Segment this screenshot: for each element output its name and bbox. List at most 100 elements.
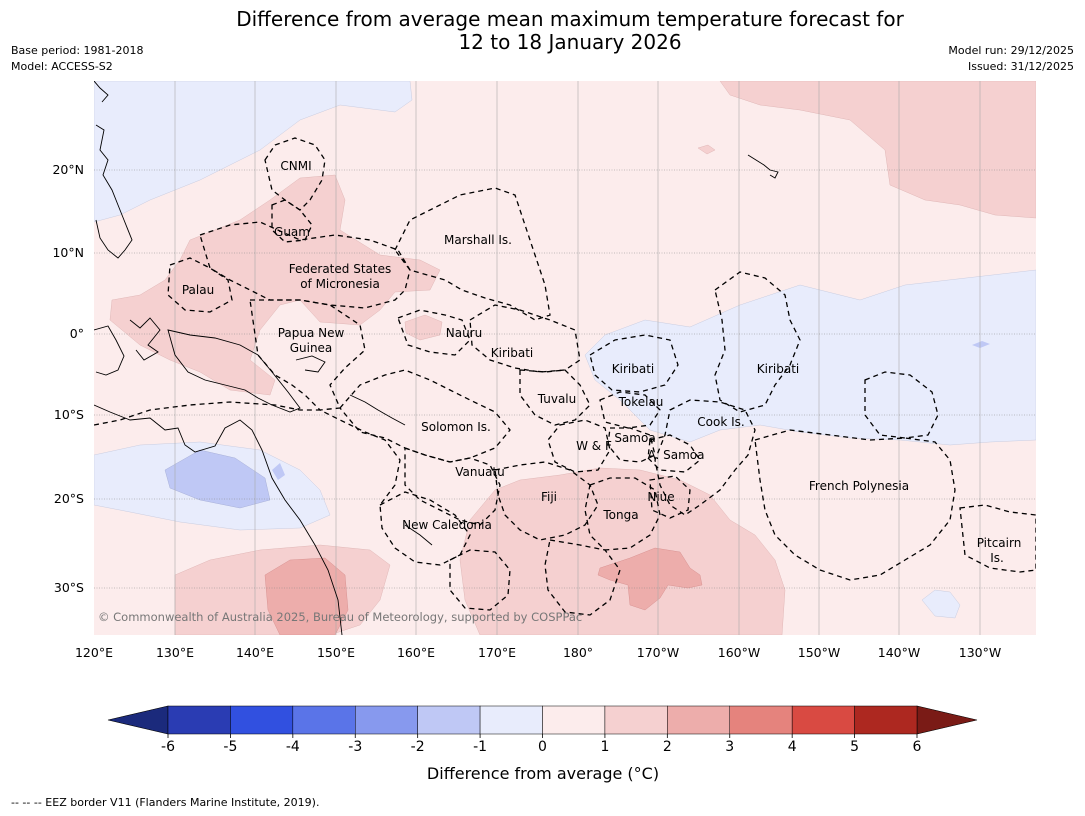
eez-kiribati-c xyxy=(589,334,679,393)
eez-asamoa xyxy=(647,434,701,473)
eez-fiji xyxy=(494,461,599,541)
eez-nauru xyxy=(397,309,471,356)
eez-norfolk xyxy=(449,549,511,611)
lat-lines xyxy=(94,169,1036,589)
coast-newbritain xyxy=(295,355,326,373)
lon-label: 160°W xyxy=(718,645,760,660)
eez-tuvalu xyxy=(519,369,591,426)
colorbar-title: Difference from average (°C) xyxy=(426,764,660,783)
colorbar-tick-label: 1 xyxy=(600,739,609,755)
lat-label: 30°S xyxy=(54,580,84,595)
region-label-vanuatu: Vanuatu xyxy=(455,465,505,479)
eez-borders xyxy=(94,137,1036,616)
lon-label: 140°W xyxy=(878,645,920,660)
coast-australia xyxy=(94,404,343,635)
region-label-niue: Niue xyxy=(647,490,674,504)
region-label-fiji: Fiji xyxy=(541,490,557,504)
colorbar-tick-label: -2 xyxy=(411,739,425,755)
eez-wf xyxy=(547,419,611,473)
colorbar-segment xyxy=(604,705,668,735)
region-label-png1: Papua New xyxy=(278,326,345,340)
anomaly-neg-southeast xyxy=(921,589,961,619)
colorbar-segment xyxy=(417,705,481,735)
colorbar-segment xyxy=(791,705,855,735)
coast-borneo xyxy=(94,325,125,376)
colorbar-segment xyxy=(854,705,918,735)
eez-niue xyxy=(649,475,691,519)
model-name: Model: ACCESS-S2 xyxy=(11,60,113,73)
lat-label: 10°S xyxy=(54,407,84,422)
region-label-marshall: Marshall Is. xyxy=(444,233,512,247)
eez-cook xyxy=(654,399,756,516)
lat-label: 20°N xyxy=(52,162,84,177)
colorbar-segment xyxy=(355,705,418,735)
region-label-fsm2: of Micronesia xyxy=(300,277,380,291)
anomaly-neg-equator xyxy=(972,341,990,348)
eez-png xyxy=(249,299,366,411)
meta-left: Base period: 1981-2018 Model: ACCESS-S2 xyxy=(11,43,143,75)
issued-date: Issued: 31/12/2025 xyxy=(967,60,1074,73)
region-label-tonga: Tonga xyxy=(602,508,638,522)
eez-marshall xyxy=(394,187,551,321)
lon-label: 170°W xyxy=(637,645,679,660)
colorbar-tick-label: 4 xyxy=(788,739,797,755)
colorbar-tick-label: -5 xyxy=(223,739,237,755)
region-label-asamoa: A. Samoa xyxy=(648,448,705,462)
coast-philippines xyxy=(95,124,133,259)
eez-palau xyxy=(167,257,233,313)
latitude-labels: 20°N 10°N 0° 10°S 20°S 30°S xyxy=(52,162,84,595)
region-label-solomon: Solomon Is. xyxy=(421,420,491,434)
title-line-1: Difference from average mean maximum tem… xyxy=(236,7,904,31)
colorbar-tick-label: 6 xyxy=(913,739,922,755)
eez-kiribati-e xyxy=(714,271,801,413)
region-label-tuvalu: Tuvalu xyxy=(537,392,577,406)
colorbar: -6 -5 -4 -3 -2 -1 0 1 2 3 4 5 6 xyxy=(107,705,978,755)
colorbar-segment xyxy=(292,705,356,735)
footer-note: -- -- -- EEZ border V11 (Flanders Marine… xyxy=(11,796,320,809)
eez-australia-east xyxy=(94,401,401,506)
colorbar-tick-label: 5 xyxy=(850,739,859,755)
lon-label: 130°W xyxy=(959,645,1001,660)
coastlines xyxy=(94,81,779,635)
lon-label: 140°E xyxy=(236,645,274,660)
eez-frpoly xyxy=(754,429,956,581)
region-label-kiribati_w: Kiribati xyxy=(491,346,533,360)
anomaly-pos2-tonga xyxy=(597,547,703,611)
eez-tonga xyxy=(584,477,661,551)
eez-frpoly-north xyxy=(864,371,939,439)
lon-label: 150°W xyxy=(798,645,840,660)
region-label-frpoly: French Polynesia xyxy=(809,479,909,493)
eez-solomon xyxy=(339,369,511,463)
anomaly-pos-fiji-tonga xyxy=(459,467,786,635)
lon-label: 180° xyxy=(563,645,593,660)
eez-fsm xyxy=(199,221,411,309)
colorbar-tick-label: -6 xyxy=(161,739,175,755)
colorbar-tick-label: -3 xyxy=(348,739,362,755)
anomaly-neg-central xyxy=(584,269,1036,446)
meta-right: Model run: 29/12/2025 Issued: 31/12/2025 xyxy=(948,43,1074,75)
eez-guam xyxy=(271,199,313,243)
lon-label: 150°E xyxy=(317,645,355,660)
colorbar-under-arrow xyxy=(107,705,169,735)
region-label-pitcairn2: Is. xyxy=(990,551,1004,565)
region-label-newcal: New Caledonia xyxy=(402,518,492,532)
colorbar-tick-label: 2 xyxy=(663,739,672,755)
title-line-2: 12 to 18 January 2026 xyxy=(458,30,682,54)
eez-vanuatu xyxy=(404,447,501,526)
lon-label: 130°E xyxy=(156,645,194,660)
base-period: Base period: 1981-2018 xyxy=(11,44,144,57)
region-label-pitcairn1: Pitcairn xyxy=(977,536,1022,550)
region-label-nauru: Nauru xyxy=(446,326,482,340)
region-label-tokelau: Tokelau xyxy=(618,395,664,409)
colorbar-segment xyxy=(667,705,730,735)
lat-label: 20°S xyxy=(54,491,84,506)
coast-newcaledonia xyxy=(404,524,433,546)
region-label-png2: Guinea xyxy=(290,341,333,355)
colorbar-tick-label: 3 xyxy=(725,739,734,755)
anomaly-pos2-southwest xyxy=(264,557,349,635)
colorbar-tick-label: -1 xyxy=(473,739,487,755)
eez-tokelau xyxy=(599,391,661,429)
lon-label: 120°E xyxy=(75,645,113,660)
